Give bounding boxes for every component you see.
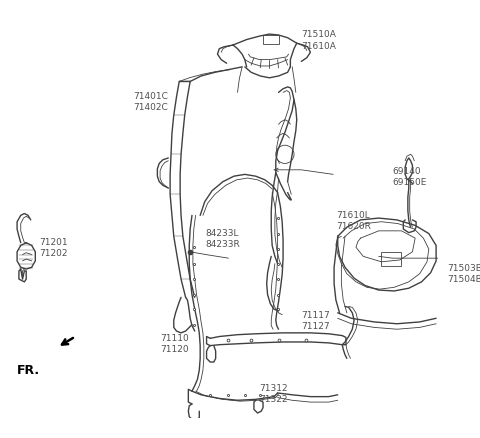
Bar	[382, 252, 401, 266]
Text: 84233L
84233R: 84233L 84233R	[205, 229, 240, 249]
Text: 71110
71120: 71110 71120	[160, 334, 189, 354]
Text: 71510A
71610A: 71510A 71610A	[301, 31, 336, 50]
Text: 71312
71322: 71312 71322	[260, 384, 288, 404]
Text: 71201
71202: 71201 71202	[39, 238, 68, 258]
Text: 69140
69150E: 69140 69150E	[392, 167, 427, 187]
Text: 71117
71127: 71117 71127	[301, 311, 330, 331]
Text: 71503B
71504B: 71503B 71504B	[447, 264, 480, 284]
Text: 71610L
71620R: 71610L 71620R	[336, 211, 371, 231]
Bar	[263, 35, 279, 44]
Text: 71401C
71402C: 71401C 71402C	[133, 92, 168, 113]
Text: FR.: FR.	[17, 364, 40, 377]
